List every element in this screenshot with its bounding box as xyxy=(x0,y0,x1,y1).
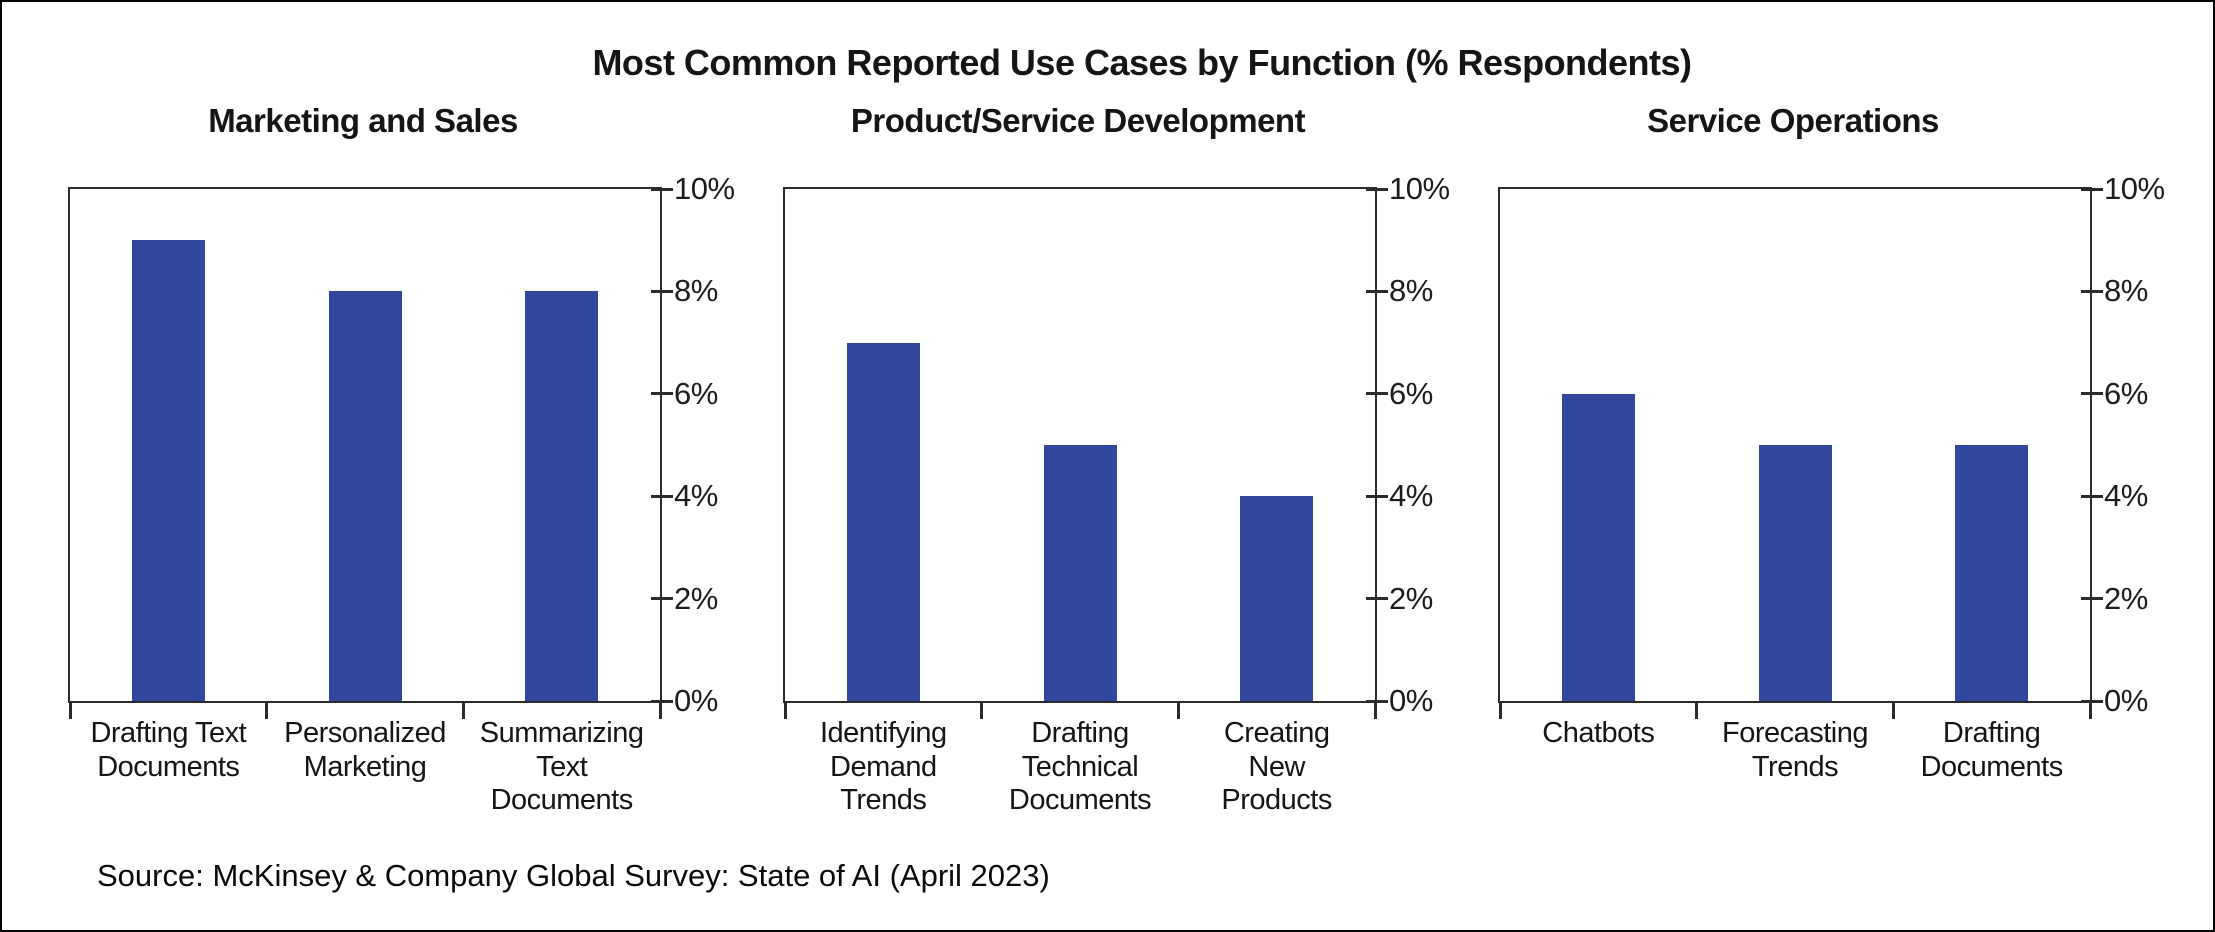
x-axis-tick xyxy=(265,703,269,719)
category-label: Identifying Demand Trends xyxy=(819,717,947,817)
y-axis-tick xyxy=(651,699,673,703)
y-axis-tick xyxy=(651,289,673,293)
y-tick-label: 2% xyxy=(1389,580,1433,616)
y-axis-tick xyxy=(2081,187,2103,191)
y-tick-label: 4% xyxy=(674,478,718,514)
x-axis-tick xyxy=(1176,703,1180,719)
panel-title: Service Operations xyxy=(1647,102,1939,139)
y-tick-label: 6% xyxy=(674,375,718,411)
bar xyxy=(1240,496,1314,701)
bar xyxy=(328,291,402,701)
y-tick-label: 2% xyxy=(2104,580,2148,616)
y-tick-label: 6% xyxy=(2104,375,2148,411)
y-tick-label: 10% xyxy=(674,171,735,206)
category-label: Drafting Documents xyxy=(1920,717,2064,783)
y-axis-tick xyxy=(1366,494,1388,498)
category-label: Chatbots xyxy=(1542,717,1655,749)
category-label: Drafting Technical Documents xyxy=(1008,717,1152,817)
y-tick-label: 6% xyxy=(1389,375,1433,411)
plot-area: 0% 2% 4% 6% 8% 10% Identifying Demand Trends Dr… xyxy=(783,171,1450,816)
category-label: Personalized Marketing xyxy=(284,717,446,783)
y-tick-label: 8% xyxy=(1389,273,1433,309)
y-tick-label: 8% xyxy=(674,273,718,309)
y-axis-tick xyxy=(651,597,673,601)
plot-area: 0% 2% 4% 6% 8% 10% Chatbots Forecasting Trends D… xyxy=(1498,171,2165,783)
x-axis-tick xyxy=(980,703,984,719)
bar xyxy=(1758,445,1832,701)
y-axis-tick xyxy=(1366,392,1388,396)
category-label: Forecasting Trends xyxy=(1721,717,1869,783)
y-axis-tick xyxy=(2081,597,2103,601)
y-axis-tick xyxy=(1366,187,1388,191)
y-axis-tick xyxy=(1366,289,1388,293)
bar xyxy=(846,342,920,701)
y-axis-tick xyxy=(651,187,673,191)
bar xyxy=(1043,445,1117,701)
x-axis-tick xyxy=(1498,703,1502,719)
x-axis-tick xyxy=(2088,703,2092,719)
category-label: Summarizing Text Documents xyxy=(479,717,644,817)
y-axis-tick xyxy=(651,392,673,396)
y-tick-label: 0% xyxy=(2104,683,2148,718)
y-tick-label: 4% xyxy=(1389,478,1433,514)
bar xyxy=(525,291,599,701)
plot-area: 0% 2% 4% 6% 8% 10% Drafting Text Documents Pers… xyxy=(68,171,735,816)
y-axis-tick xyxy=(1366,699,1388,703)
x-axis-tick xyxy=(461,703,465,719)
source-note: Source: McKinsey & Company Global Survey… xyxy=(97,858,1050,893)
bar xyxy=(131,240,205,701)
y-tick-label: 4% xyxy=(2104,478,2148,514)
y-tick-label: 0% xyxy=(1389,683,1433,718)
x-axis-tick xyxy=(1373,703,1377,719)
y-tick-label: 10% xyxy=(2104,171,2165,206)
y-axis-tick xyxy=(2081,494,2103,498)
panel-title: Product/Service Development xyxy=(850,102,1306,139)
x-axis-tick xyxy=(1891,703,1895,719)
y-tick-label: 10% xyxy=(1389,171,1450,206)
figure-title: Most Common Reported Use Cases by Functi… xyxy=(592,42,1692,83)
x-axis-tick xyxy=(783,703,787,719)
panel-title: Marketing and Sales xyxy=(208,102,518,139)
bar xyxy=(1955,445,2029,701)
category-label: Drafting Text Documents xyxy=(90,717,247,783)
y-tick-label: 2% xyxy=(674,580,718,616)
y-tick-label: 8% xyxy=(2104,273,2148,309)
x-axis-tick xyxy=(68,703,72,719)
y-axis-tick xyxy=(2081,392,2103,396)
y-axis-tick xyxy=(2081,699,2103,703)
x-axis-tick xyxy=(1695,703,1699,719)
y-axis-tick xyxy=(2081,289,2103,293)
category-label: Creating New Products xyxy=(1221,717,1332,817)
x-axis-tick xyxy=(658,703,662,719)
y-axis-tick xyxy=(651,494,673,498)
y-axis-tick xyxy=(1366,597,1388,601)
bar xyxy=(1561,393,1635,701)
y-tick-label: 0% xyxy=(674,683,718,718)
